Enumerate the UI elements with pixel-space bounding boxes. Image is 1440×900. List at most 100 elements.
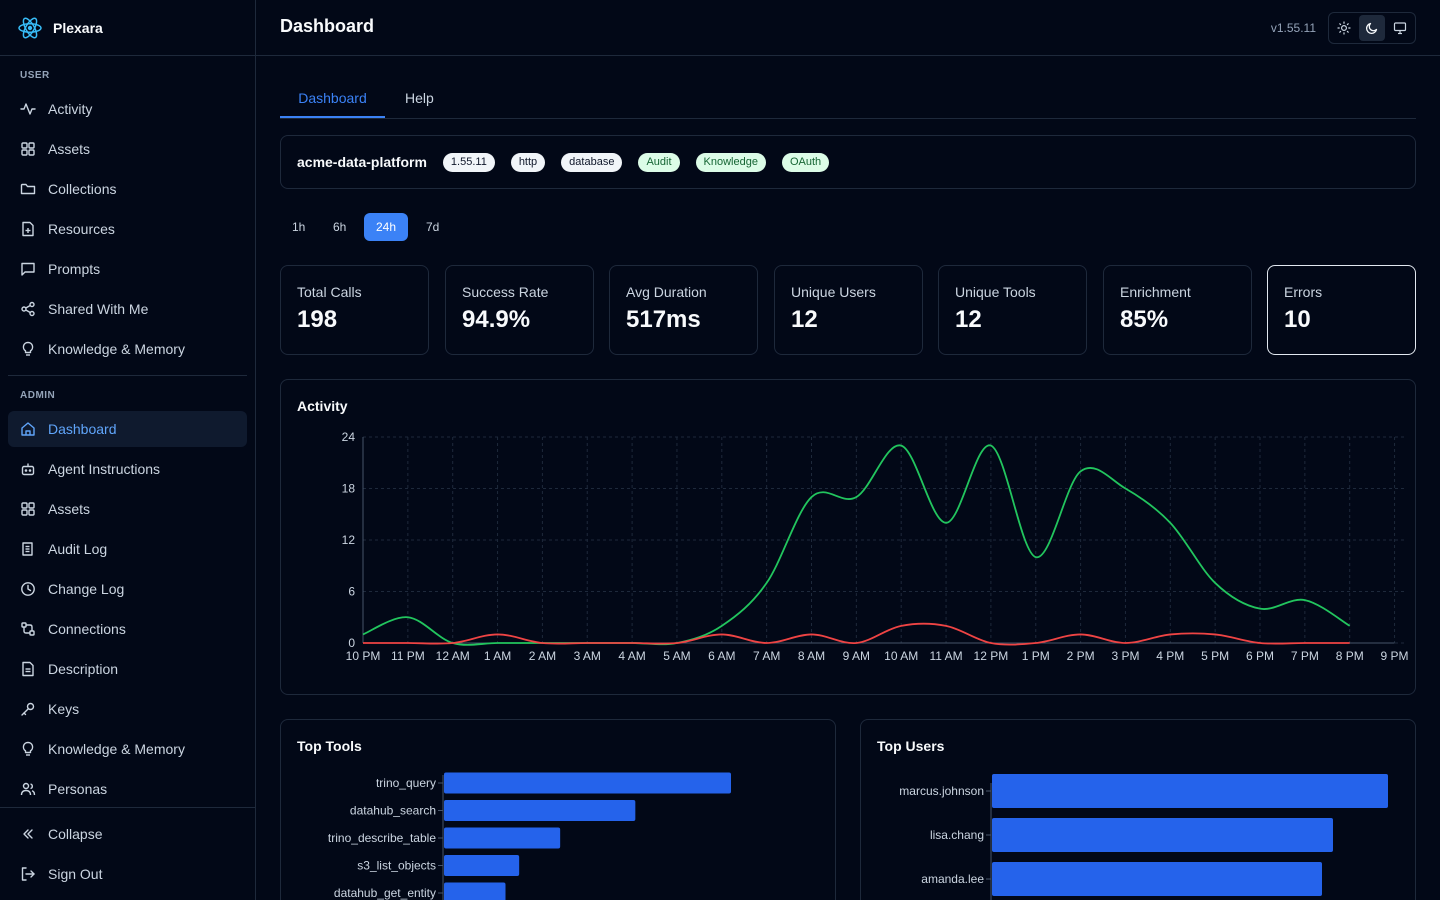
x-tick-label: 12 AM <box>436 649 470 663</box>
sidebar-item-description[interactable]: Description <box>8 651 247 687</box>
stat-errors[interactable]: Errors 10 <box>1267 265 1416 355</box>
category-label: lisa.chang <box>930 828 984 842</box>
sidebar-item-keys[interactable]: Keys <box>8 691 247 727</box>
stat-value: 12 <box>791 306 818 333</box>
range-6h-button[interactable]: 6h <box>333 220 347 234</box>
brand[interactable]: Plexara <box>0 0 255 56</box>
key-icon <box>21 702 35 716</box>
sidebar-item-admin-knowledge-memory[interactable]: Knowledge & Memory <box>8 731 247 767</box>
x-tick-label: 8 PM <box>1336 649 1364 663</box>
top-users-panel: Top Users marcus.johnson lisa.chang amanda… <box>860 719 1416 900</box>
sidebar-item-label: Resources <box>48 221 115 237</box>
sidebar-item-assets[interactable]: Assets <box>8 131 247 167</box>
bar <box>444 800 636 821</box>
bar <box>992 862 1322 896</box>
light-theme-button[interactable] <box>1331 15 1357 41</box>
x-tick-label: 7 PM <box>1291 649 1319 663</box>
x-tick-label: 7 AM <box>753 649 780 663</box>
tab-help[interactable]: Help <box>405 90 434 106</box>
sidebar-item-admin-assets[interactable]: Assets <box>8 491 247 527</box>
system-theme-button[interactable] <box>1387 15 1413 41</box>
activity-chart-title: Activity <box>297 398 348 414</box>
x-tick-label: 3 AM <box>574 649 601 663</box>
stat-unique-users: Unique Users 12 <box>774 265 923 355</box>
category-label: marcus.johnson <box>899 784 984 798</box>
sidebar-item-label: Knowledge & Memory <box>48 741 185 757</box>
collapse-label: Collapse <box>48 826 103 842</box>
sidebar-item-dashboard[interactable]: Dashboard <box>8 411 247 447</box>
bar <box>444 772 731 794</box>
sidebar-item-label: Change Log <box>48 581 125 597</box>
tab-dashboard[interactable]: Dashboard <box>280 80 385 118</box>
oauth-badge: OAuth <box>781 152 830 172</box>
sidebar-item-collections[interactable]: Collections <box>8 171 247 207</box>
range-1h-button[interactable]: 1h <box>292 220 306 234</box>
sidebar-item-label: Connections <box>48 621 126 637</box>
sidebar-item-connections[interactable]: Connections <box>8 611 247 647</box>
x-tick-label: 5 PM <box>1201 649 1229 663</box>
sidebar-item-label: Assets <box>48 501 91 517</box>
sidebar-item-activity[interactable]: Activity <box>8 91 247 127</box>
activity-chart: 0 6 12 18 24 10 PM 11 PM 12 AM 1 AM 2 AM 3 AM 4 AM 5… <box>342 430 1409 663</box>
category-label: s3_list_objects <box>357 859 436 873</box>
cable-icon <box>21 622 35 636</box>
stat-value: 12 <box>955 306 982 333</box>
stat-success-rate: Success Rate 94.9% <box>445 265 594 355</box>
sidebar-item-label: Collections <box>48 181 117 197</box>
version-badge: 1.55.11 <box>442 152 495 172</box>
x-tick-label: 10 PM <box>346 649 381 663</box>
sidebar-item-label: Description <box>48 661 119 677</box>
home-icon <box>21 422 35 436</box>
x-tick-label: 1 PM <box>1022 649 1050 663</box>
sidebar-item-resources[interactable]: Resources <box>8 211 247 247</box>
stat-enrichment: Enrichment 85% <box>1103 265 1252 355</box>
range-24h-button[interactable]: 24h <box>364 213 409 241</box>
sidebar-item-label: Shared With Me <box>48 301 149 317</box>
stat-value: 94.9% <box>462 306 531 333</box>
sidebar-item-knowledge-memory[interactable]: Knowledge & Memory <box>8 331 247 367</box>
sun-icon <box>1337 21 1351 35</box>
sidebar-item-label: Dashboard <box>48 421 117 437</box>
bar <box>444 827 561 849</box>
top-tools-title: Top Tools <box>297 738 362 754</box>
top-tools-chart: trino_query datahub_search trino_describe_… <box>328 772 731 900</box>
collapse-button[interactable]: Collapse <box>8 816 247 852</box>
sidebar-item-shared-with-me[interactable]: Shared With Me <box>8 291 247 327</box>
folder-icon <box>20 183 36 195</box>
y-tick-label: 6 <box>348 585 355 599</box>
sidebar-item-label: Knowledge & Memory <box>48 341 185 357</box>
dark-theme-button[interactable] <box>1359 15 1385 41</box>
lightbulb-icon <box>22 741 34 756</box>
y-tick-label: 18 <box>342 482 356 496</box>
top-users-chart: marcus.johnson lisa.chang amanda.lee <box>899 774 1388 900</box>
sidebar-item-audit-log[interactable]: Audit Log <box>8 531 247 567</box>
platform-info-bar: acme-data-platform 1.55.11 http database… <box>280 135 1416 189</box>
sidebar-item-personas[interactable]: Personas <box>8 771 247 807</box>
bar <box>992 774 1388 808</box>
stat-value: 517ms <box>626 306 701 333</box>
x-tick-label: 2 AM <box>529 649 556 663</box>
x-tick-label: 9 AM <box>843 649 870 663</box>
sidebar-item-prompts[interactable]: Prompts <box>8 251 247 287</box>
sign-out-label: Sign Out <box>48 866 103 882</box>
theme-toggle <box>1328 12 1416 44</box>
range-7d-button[interactable]: 7d <box>426 220 440 234</box>
stat-label: Total Calls <box>297 284 362 300</box>
log-out-icon <box>21 867 35 881</box>
stat-value: 198 <box>297 306 338 333</box>
category-label: datahub_get_entity <box>334 886 436 900</box>
sign-out-button[interactable]: Sign Out <box>8 856 247 892</box>
sidebar-item-label: Assets <box>48 141 91 157</box>
sidebar-item-agent-instructions[interactable]: Agent Instructions <box>8 451 247 487</box>
page-title: Dashboard <box>280 16 375 36</box>
category-label: trino_query <box>376 776 436 790</box>
sidebar-item-change-log[interactable]: Change Log <box>8 571 247 607</box>
grid-icon <box>21 142 35 156</box>
x-tick-label: 3 PM <box>1111 649 1139 663</box>
stat-label: Unique Users <box>791 284 876 300</box>
knowledge-badge: Knowledge <box>695 152 766 172</box>
clock-icon <box>21 582 35 596</box>
platform-name: acme-data-platform <box>297 154 427 170</box>
sidebar-item-label: Audit Log <box>48 541 108 557</box>
audit-badge: Audit <box>638 152 680 172</box>
